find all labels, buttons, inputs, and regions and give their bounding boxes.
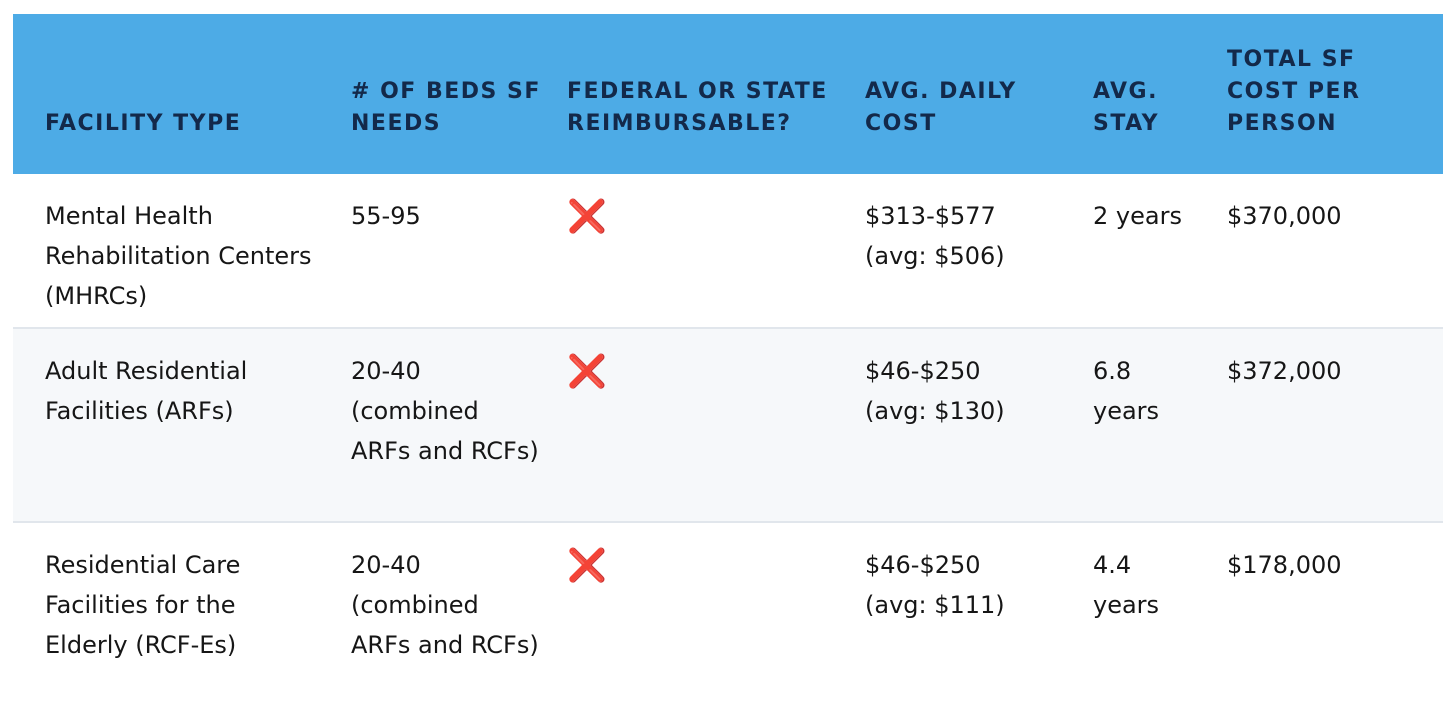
avg-stay-cell: 6.8 years: [1093, 357, 1160, 425]
avg-stay-cell: 4.4 years: [1093, 551, 1160, 619]
reimbursable-cell: ❌: [553, 174, 851, 328]
daily-cost-cell: $313-$577 (avg: $506): [851, 174, 1079, 328]
daily-cost-range: $46-$250: [865, 551, 981, 579]
daily-cost-avg: (avg: $130): [865, 397, 1005, 425]
total-cost-cell: $372,000: [1227, 357, 1342, 385]
facility-cost-table-container: FACILITY TYPE # OF BEDS SF NEEDS FEDERAL…: [13, 14, 1443, 702]
daily-cost-avg: (avg: $111): [865, 591, 1005, 619]
header-avg-daily-cost: AVG. DAILY COST: [865, 79, 1017, 136]
total-cost-cell: $178,000: [1227, 551, 1342, 579]
daily-cost-cell: $46-$250 (avg: $130): [851, 328, 1079, 522]
daily-cost-range: $313-$577: [865, 202, 996, 230]
facility-type-cell: Residential Care Facilities for the Elde…: [45, 551, 241, 659]
table-body: Mental Health Rehabilitation Centers (MH…: [13, 174, 1443, 702]
table-row: Residential Care Facilities for the Elde…: [13, 522, 1443, 702]
daily-cost-range: $46-$250: [865, 357, 981, 385]
beds-cell: 20-40 (combined ARFs and RCFs): [351, 551, 539, 659]
header-facility-type: FACILITY TYPE: [45, 111, 242, 136]
facility-type-cell: Adult Residential Facilities (ARFs): [45, 357, 248, 425]
x-mark-icon: ❌: [567, 197, 607, 235]
facility-cost-table: FACILITY TYPE # OF BEDS SF NEEDS FEDERAL…: [13, 14, 1443, 702]
daily-cost-cell: $46-$250 (avg: $111): [851, 522, 1079, 702]
beds-cell: 20-40 (combined ARFs and RCFs): [351, 357, 539, 465]
x-mark-icon: ❌: [567, 546, 607, 584]
avg-stay-cell: 2 years: [1093, 202, 1182, 230]
reimbursable-cell: ❌: [553, 328, 851, 522]
header-total-cost: TOTAL SF COST PER PERSON: [1227, 47, 1361, 136]
header-beds-needed: # OF BEDS SF NEEDS: [351, 79, 541, 136]
daily-cost-avg: (avg: $506): [865, 242, 1005, 270]
beds-cell: 55-95: [351, 202, 421, 230]
header-row: FACILITY TYPE # OF BEDS SF NEEDS FEDERAL…: [13, 14, 1443, 174]
header-avg-stay: AVG. STAY: [1093, 79, 1159, 136]
table-row: Adult Residential Facilities (ARFs) 20-4…: [13, 328, 1443, 522]
total-cost-cell: $370,000: [1227, 202, 1342, 230]
facility-type-cell: Mental Health Rehabilitation Centers (MH…: [45, 202, 312, 310]
table-row: Mental Health Rehabilitation Centers (MH…: [13, 174, 1443, 328]
x-mark-icon: ❌: [567, 352, 607, 390]
header-reimbursable: FEDERAL OR STATE REIMBURSABLE?: [567, 79, 828, 136]
reimbursable-cell: ❌: [553, 522, 851, 702]
table-header: FACILITY TYPE # OF BEDS SF NEEDS FEDERAL…: [13, 14, 1443, 174]
